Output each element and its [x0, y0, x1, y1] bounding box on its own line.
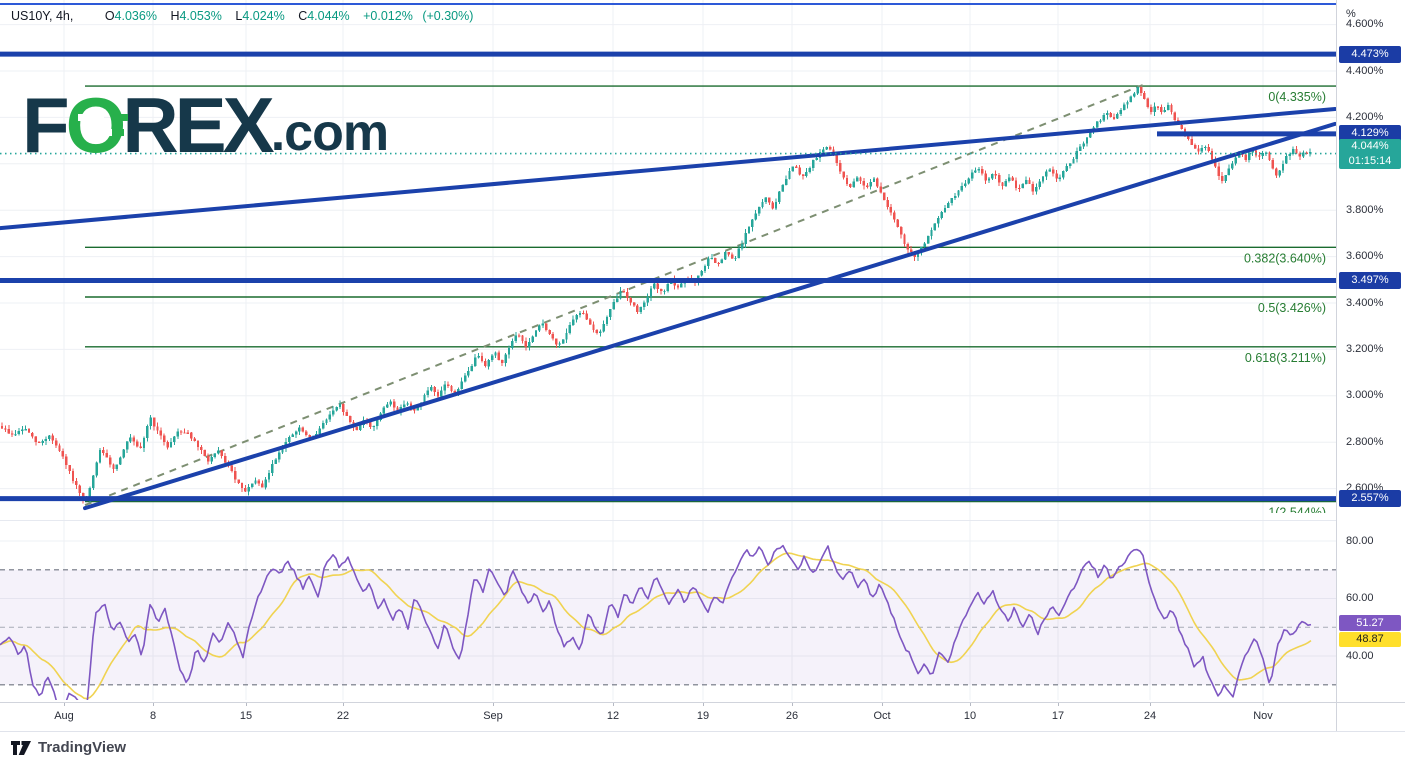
svg-text:0.618(3.211%): 0.618(3.211%)	[1245, 351, 1326, 365]
price-axis-unit: %	[1346, 8, 1356, 20]
price-tick-label: 3.000%	[1346, 389, 1384, 402]
price-tick-label: 3.800%	[1346, 203, 1384, 216]
time-tick-mark	[493, 702, 494, 706]
close-label: C	[298, 9, 308, 23]
time-tick-mark	[882, 702, 883, 706]
price-tick-label: 3.400%	[1346, 296, 1384, 309]
price-tick-label: 2.800%	[1346, 435, 1384, 448]
time-tick-mark	[970, 702, 971, 706]
time-tick-label: Aug	[54, 710, 74, 722]
fib-retracement[interactable]: 0(4.335%) 0.382(3.640%) 0.5(3.426%) 0.618(3…	[85, 85, 1337, 520]
tradingview-mark-icon	[11, 740, 31, 755]
horizontal-levels[interactable]	[0, 51, 1337, 502]
price-tick-label: 4.200%	[1346, 110, 1384, 123]
logo-letter-o-icon: O	[66, 86, 129, 164]
price-level-badge: 4.129%	[1339, 125, 1401, 143]
time-tick-mark	[64, 702, 65, 706]
change-percent: (+0.30%)	[422, 9, 474, 23]
time-tick-mark	[1058, 702, 1059, 706]
time-tick-label: 15	[239, 710, 253, 722]
time-tick-label: 8	[149, 710, 157, 722]
logo-dotcom: .com	[270, 104, 389, 162]
time-tick-mark	[1150, 702, 1151, 706]
time-tick-label: 22	[336, 710, 350, 722]
candlestick-series	[0, 86, 1312, 504]
time-tick-mark	[246, 702, 247, 706]
footer-divider	[0, 731, 1405, 732]
rsi-ma-line	[0, 552, 1312, 700]
price-axis-divider	[1336, 0, 1337, 731]
chart-canvas[interactable]: 0(4.335%) 0.382(3.640%) 0.5(3.426%) 0.618(3…	[0, 0, 1337, 731]
open-label: O	[104, 9, 115, 23]
time-tick-label: 10	[963, 710, 977, 722]
time-axis[interactable]: Aug 8 15 22 Sep 12 19 26 Oct 10 17 24 Nov	[0, 702, 1337, 731]
rsi-value-badge: 51.27	[1339, 615, 1401, 632]
svg-text:0.5(3.426%): 0.5(3.426%)	[1258, 301, 1326, 315]
last-price-badge: 4.044% 01:15:14	[1339, 138, 1401, 169]
rsi-tick-label: 60.00	[1346, 592, 1374, 604]
svg-text:1(2.544%): 1(2.544%)	[1268, 506, 1326, 520]
tradingview-brand-text: TradingView	[38, 739, 127, 756]
rsi-tick-label: 80.00	[1346, 534, 1374, 547]
symbol-legend: US10Y, 4h, O4.036% H4.053% L4.024% C4.04…	[11, 9, 479, 23]
time-tick-label: Nov	[1253, 710, 1273, 722]
rsi-tick-label: 40.00	[1346, 649, 1374, 662]
time-tick-mark	[153, 702, 154, 706]
logo-letter-f: F	[22, 81, 70, 169]
close-value: 4.044%	[307, 9, 350, 23]
time-tick-mark	[703, 702, 704, 706]
time-tick-mark	[343, 702, 344, 706]
time-tick-label: 26	[785, 710, 799, 722]
time-tick-mark	[1263, 702, 1264, 706]
forex-com-logo: F O REX .com	[22, 81, 389, 169]
logo-letters-rex: REX	[122, 81, 274, 169]
symbol-title[interactable]: US10Y, 4h,	[11, 9, 74, 23]
time-tick-label: 12	[606, 710, 620, 722]
time-tick-label: Oct	[873, 710, 891, 722]
rsi-band	[0, 569, 1337, 686]
svg-text:0(4.335%): 0(4.335%)	[1268, 90, 1326, 104]
tradingview-logo[interactable]: TradingView	[10, 739, 126, 756]
top-level-line	[0, 3, 1337, 5]
price-level-badge: 2.557%	[1339, 490, 1401, 508]
time-tick-label: 17	[1051, 710, 1065, 722]
high-label: H	[170, 9, 180, 23]
trendlines[interactable]	[0, 107, 1337, 511]
rsi-line	[0, 544, 1312, 700]
high-value: 4.053%	[179, 9, 222, 23]
price-level-badge: 3.497%	[1339, 272, 1401, 289]
rsi-ma-value-badge: 48.87	[1339, 632, 1401, 648]
pane-divider[interactable]	[0, 520, 1405, 521]
time-tick-mark	[613, 702, 614, 706]
open-value: 4.036%	[114, 9, 157, 23]
price-tick-label: 3.200%	[1346, 342, 1384, 355]
price-tick-label: 4.400%	[1346, 64, 1384, 77]
time-tick-label: Sep	[483, 710, 503, 722]
low-value: 4.024%	[242, 9, 285, 23]
time-tick-label: 19	[696, 710, 710, 722]
gridlines	[0, 0, 1337, 700]
price-axis[interactable]: % 4.600%4.400%4.200%4.000%3.800%3.600%3.…	[1337, 0, 1405, 731]
price-tick-label: 4.600%	[1346, 18, 1384, 31]
price-tick-label: 3.600%	[1346, 250, 1384, 263]
svg-text:0.382(3.640%): 0.382(3.640%)	[1244, 251, 1326, 265]
low-label: L	[235, 9, 243, 23]
change-value: +0.012%	[363, 9, 413, 23]
price-level-badge: 4.473%	[1339, 45, 1401, 63]
time-tick-label: 24	[1143, 710, 1157, 722]
rsi-plot	[0, 544, 1312, 700]
time-axis-divider	[0, 702, 1405, 703]
time-tick-mark	[792, 702, 793, 706]
